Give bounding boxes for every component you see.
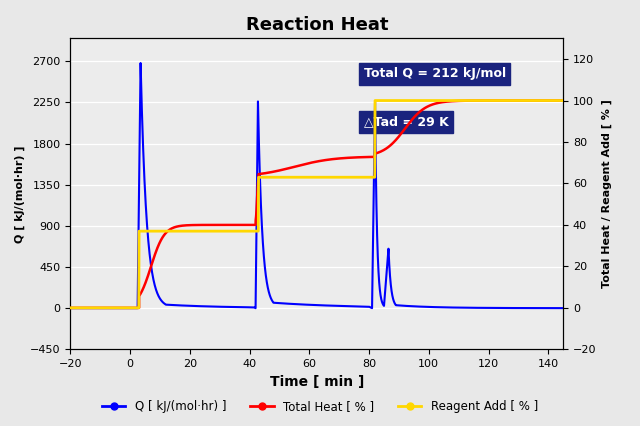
X-axis label: Time [ min ]: Time [ min ] [269, 374, 364, 389]
Y-axis label: Total Heat / Reagent Add [ % ]: Total Heat / Reagent Add [ % ] [602, 99, 612, 288]
Text: Total Q = 212 kJ/mol: Total Q = 212 kJ/mol [364, 67, 506, 80]
Text: △Tad = 29 K: △Tad = 29 K [364, 115, 449, 128]
Legend: Q [ kJ/(mol·hr) ], Total Heat [ % ], Reagent Add [ % ]: Q [ kJ/(mol·hr) ], Total Heat [ % ], Rea… [97, 395, 543, 418]
Y-axis label: Q [ kJ/(mol·hr) ]: Q [ kJ/(mol·hr) ] [14, 145, 24, 242]
Title: Reaction Heat: Reaction Heat [246, 16, 388, 34]
